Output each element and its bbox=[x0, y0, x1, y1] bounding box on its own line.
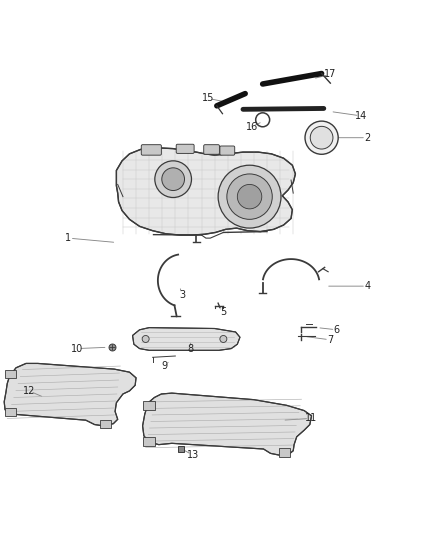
FancyBboxPatch shape bbox=[5, 408, 16, 416]
FancyBboxPatch shape bbox=[144, 437, 155, 446]
Circle shape bbox=[227, 174, 272, 220]
Text: 8: 8 bbox=[187, 344, 194, 354]
FancyBboxPatch shape bbox=[279, 448, 290, 457]
Circle shape bbox=[218, 165, 281, 228]
FancyBboxPatch shape bbox=[141, 144, 161, 155]
Text: 14: 14 bbox=[355, 111, 367, 121]
Text: 11: 11 bbox=[304, 414, 317, 423]
Text: 1: 1 bbox=[65, 233, 71, 243]
Text: 6: 6 bbox=[334, 325, 340, 335]
Polygon shape bbox=[143, 393, 311, 455]
Text: 12: 12 bbox=[23, 386, 35, 396]
Circle shape bbox=[142, 335, 149, 343]
FancyBboxPatch shape bbox=[5, 369, 16, 378]
FancyBboxPatch shape bbox=[176, 144, 194, 154]
FancyBboxPatch shape bbox=[100, 420, 111, 429]
FancyBboxPatch shape bbox=[144, 401, 155, 410]
Text: 13: 13 bbox=[187, 450, 199, 460]
FancyBboxPatch shape bbox=[220, 146, 235, 155]
Text: 3: 3 bbox=[179, 290, 185, 300]
Text: 7: 7 bbox=[327, 335, 333, 345]
Circle shape bbox=[310, 126, 333, 149]
Text: 17: 17 bbox=[324, 69, 336, 79]
Text: 5: 5 bbox=[220, 308, 226, 317]
Polygon shape bbox=[117, 148, 295, 235]
Text: 4: 4 bbox=[364, 281, 371, 291]
Text: 15: 15 bbox=[202, 93, 214, 103]
Text: 2: 2 bbox=[364, 133, 371, 143]
Text: 9: 9 bbox=[161, 361, 167, 371]
Text: 16: 16 bbox=[246, 122, 258, 132]
Circle shape bbox=[155, 161, 191, 198]
Circle shape bbox=[162, 168, 184, 190]
FancyBboxPatch shape bbox=[204, 144, 219, 154]
Polygon shape bbox=[4, 364, 136, 426]
Circle shape bbox=[305, 121, 338, 154]
Circle shape bbox=[237, 184, 262, 209]
Text: 10: 10 bbox=[71, 344, 83, 353]
Circle shape bbox=[220, 335, 227, 343]
Polygon shape bbox=[133, 328, 240, 350]
